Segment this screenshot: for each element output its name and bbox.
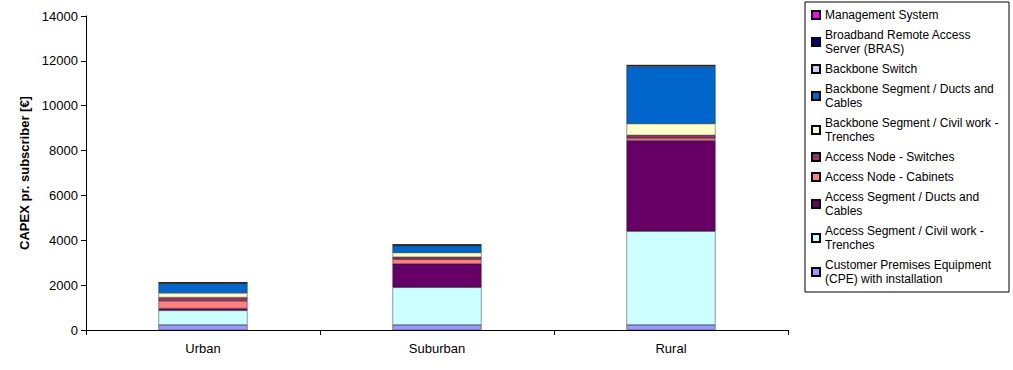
svg-text:Access Node - Switches: Access Node - Switches — [825, 150, 954, 164]
svg-text:Access Node - Cabinets: Access Node - Cabinets — [825, 170, 954, 184]
svg-text:Trenches: Trenches — [825, 238, 875, 252]
svg-text:14000: 14000 — [42, 9, 78, 24]
svg-text:Cables: Cables — [825, 96, 862, 110]
svg-text:Management System: Management System — [825, 8, 938, 22]
svg-text:Access Segment / Ducts and: Access Segment / Ducts and — [825, 190, 982, 204]
svg-text:Rural: Rural — [655, 341, 686, 356]
svg-text:Backbone Switch: Backbone Switch — [825, 62, 917, 76]
svg-text:4000: 4000 — [49, 233, 78, 248]
svg-text:CAPEX pr. subscriber [€]: CAPEX pr. subscriber [€] — [17, 96, 32, 250]
svg-text:Server (BRAS): Server (BRAS) — [825, 42, 904, 56]
svg-text:0: 0 — [71, 323, 78, 338]
svg-text:2000: 2000 — [49, 278, 78, 293]
svg-text:Customer Premises Equipment: Customer Premises Equipment — [825, 258, 994, 272]
svg-text:Suburban: Suburban — [409, 341, 465, 356]
svg-text:8000: 8000 — [49, 143, 78, 158]
svg-text:Broadband Remote Access: Broadband Remote Access — [825, 28, 974, 42]
svg-text:(CPE) with installation: (CPE) with installation — [825, 272, 942, 286]
svg-text:12000: 12000 — [42, 53, 78, 68]
svg-text:Trenches: Trenches — [825, 130, 875, 144]
svg-text:6000: 6000 — [49, 188, 78, 203]
svg-text:Access Segment / Civil work -: Access Segment / Civil work - — [825, 224, 987, 238]
svg-text:Backbone Segment / Ducts and: Backbone Segment / Ducts and — [825, 82, 997, 96]
svg-text:Urban: Urban — [185, 341, 220, 356]
svg-text:10000: 10000 — [42, 98, 78, 113]
svg-text:Cables: Cables — [825, 204, 862, 218]
svg-text:Backbone Segment / Civil work: Backbone Segment / Civil work - — [825, 116, 1002, 130]
